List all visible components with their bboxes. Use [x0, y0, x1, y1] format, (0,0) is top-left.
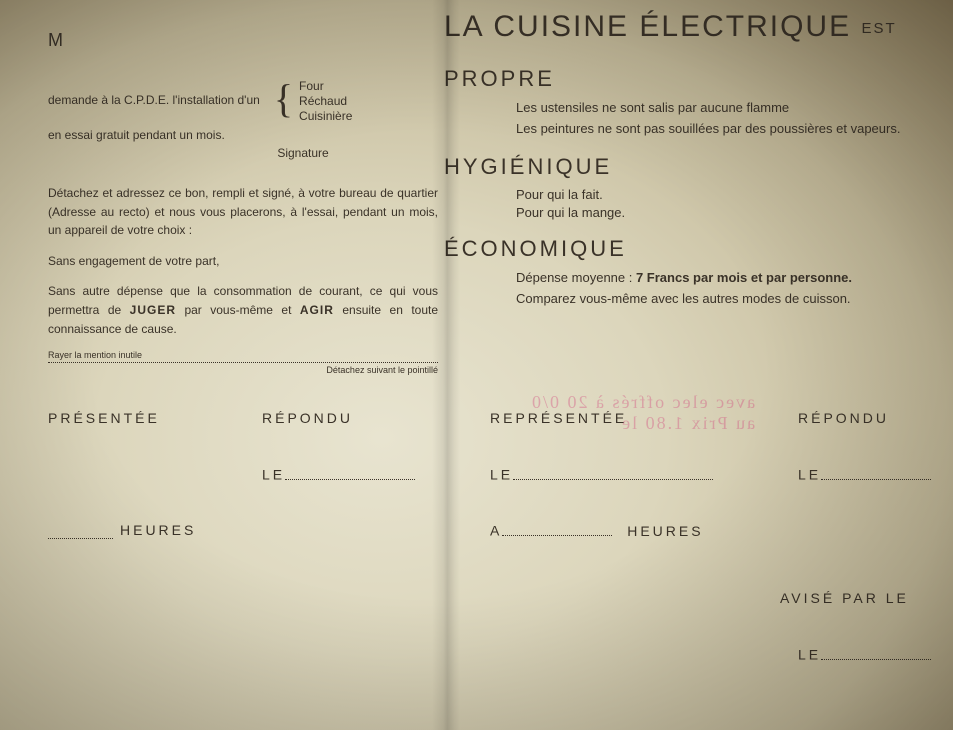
rayer-note: Rayer la mention inutile	[48, 350, 438, 360]
eco-line-2: Comparez vous-même avec les autres modes…	[516, 289, 944, 310]
eco-1b: 7 Francs par mois et par personne.	[636, 270, 852, 285]
bul2-juger: JUGER	[130, 303, 176, 317]
coupon-bullet-2: Sans autre dépense que la consommation d…	[48, 282, 438, 338]
label-presentee: PRÉSENTÉE	[48, 410, 160, 426]
bul2-agir: AGIR	[300, 303, 334, 317]
dots-le-r2[interactable]	[821, 466, 931, 480]
section-hygienique-title: HYGIÉNIQUE	[444, 154, 944, 180]
label-le-r2: LE	[798, 467, 821, 483]
brace-icon: {	[274, 79, 293, 119]
field-m-label[interactable]: M	[48, 30, 438, 51]
field-le-right-1[interactable]: LE	[490, 466, 713, 483]
option-cuisiniere[interactable]: Cuisinière	[299, 109, 352, 124]
eco-1a: Dépense moyenne :	[516, 270, 636, 285]
coupon-bullet-1: Sans engagement de votre part,	[48, 252, 438, 271]
section-economique-body: Dépense moyenne : 7 Francs par mois et p…	[444, 268, 944, 310]
section-economique-title: ÉCONOMIQUE	[444, 236, 944, 262]
bleed-line-1: avec elec offrés à 20 0/0	[530, 392, 755, 412]
appliance-options: Four Réchaud Cuisinière	[299, 79, 352, 124]
field-heures-left[interactable]: HEURES	[120, 522, 196, 538]
option-four[interactable]: Four	[299, 79, 352, 94]
coupon-column: M demande à la C.P.D.E. l'installation d…	[48, 30, 438, 401]
label-a-r: A	[490, 523, 502, 539]
label-le-l: LE	[262, 467, 285, 483]
bul2-c: par vous-même et	[176, 303, 300, 317]
installation-request-line: demande à la C.P.D.E. l'installation d'u…	[48, 79, 438, 124]
bleed-line-2: au Prix 1.80 le	[620, 413, 755, 433]
label-representee: REPRÉSENTÉE	[490, 410, 627, 426]
headline-est: EST	[861, 20, 896, 37]
field-a-heures-right[interactable]: A HEURES	[490, 522, 704, 539]
detach-note: Détachez suivant le pointillé	[48, 365, 438, 375]
marketing-column: LA CUISINE ÉLECTRIQUE EST PROPRE Les ust…	[444, 10, 944, 310]
section-propre-body: Les ustensiles ne sont salis par aucune …	[444, 98, 944, 140]
field-le-right-3[interactable]: LE	[798, 646, 931, 663]
label-heures-r: HEURES	[627, 523, 703, 539]
label-le-r1: LE	[490, 467, 513, 483]
hyg-line-2: Pour qui la mange.	[516, 204, 944, 222]
field-le-left[interactable]: LE	[262, 466, 415, 483]
propre-line-2: Les peintures ne sont pas souillées par …	[516, 119, 944, 140]
dots-le-l[interactable]	[285, 466, 415, 480]
installation-text: demande à la C.P.D.E. l'installation d'u…	[48, 79, 260, 109]
detach-dotted-rule	[48, 362, 438, 363]
coupon-instructions: Détachez et adressez ce bon, rempli et s…	[48, 184, 438, 240]
document-page: M demande à la C.P.D.E. l'installation d…	[0, 0, 953, 730]
signature-label[interactable]: Signature	[48, 146, 438, 160]
label-avise: AVISÉ PAR LE	[780, 590, 909, 606]
label-repondu-r: RÉPONDU	[798, 410, 889, 426]
label-repondu-l: RÉPONDU	[262, 410, 353, 426]
dots-before-heures-l[interactable]	[48, 538, 113, 539]
headline: LA CUISINE ÉLECTRIQUE EST	[444, 10, 944, 44]
section-hygienique-body: Pour qui la fait. Pour qui la mange.	[444, 186, 944, 222]
hyg-line-1: Pour qui la fait.	[516, 186, 944, 204]
section-propre-title: PROPRE	[444, 66, 944, 92]
eco-line-1: Dépense moyenne : 7 Francs par mois et p…	[516, 268, 944, 289]
label-heures-l: HEURES	[120, 522, 196, 538]
field-le-right-2[interactable]: LE	[798, 466, 931, 483]
trial-text: en essai gratuit pendant un mois.	[48, 128, 438, 142]
propre-line-1: Les ustensiles ne sont salis par aucune …	[516, 98, 944, 119]
dots-le-r3[interactable]	[821, 646, 931, 660]
dots-a-r[interactable]	[502, 522, 612, 536]
headline-main: LA CUISINE ÉLECTRIQUE	[444, 10, 851, 43]
option-rechaud[interactable]: Réchaud	[299, 94, 352, 109]
label-le-r3: LE	[798, 647, 821, 663]
dots-le-r1[interactable]	[513, 466, 713, 480]
